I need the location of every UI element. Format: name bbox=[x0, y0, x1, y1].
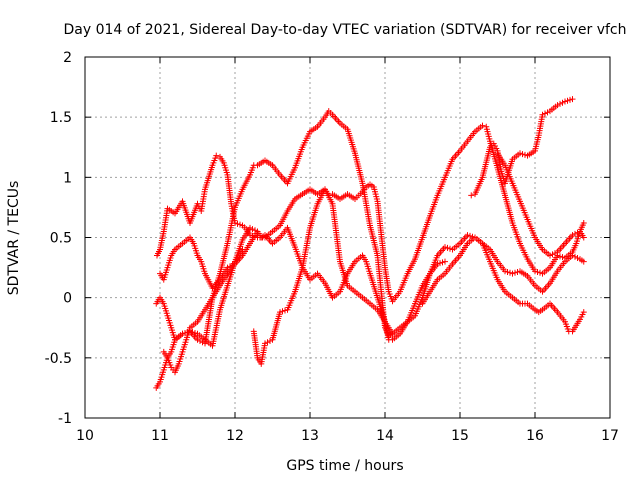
x-tick-label: 17 bbox=[601, 428, 619, 444]
x-tick-label: 11 bbox=[151, 428, 169, 444]
y-tick-label: -1 bbox=[58, 411, 72, 427]
x-tick-label: 14 bbox=[376, 428, 394, 444]
x-tick-label: 13 bbox=[301, 428, 319, 444]
data-point bbox=[580, 258, 587, 265]
axis-labels: 10 11 12 13 14 15 16 17 -1 -0.5 0 0.5 1 1.5 2 bbox=[45, 50, 619, 444]
series-track-5 bbox=[160, 246, 246, 376]
series-track-4 bbox=[157, 228, 261, 292]
y-tick-label: 0.5 bbox=[50, 231, 72, 247]
y-tick-label: 1 bbox=[63, 170, 72, 186]
series-track-8 bbox=[494, 150, 587, 259]
grid-lines bbox=[85, 57, 610, 418]
x-tick-label: 16 bbox=[526, 428, 544, 444]
y-tick-label: 2 bbox=[63, 50, 72, 66]
series-track-6 bbox=[250, 186, 396, 367]
data-point bbox=[569, 96, 576, 103]
data-point bbox=[213, 152, 220, 159]
axis-ticks bbox=[84, 56, 611, 419]
chart-title: Day 014 of 2021, Sidereal Day-to-day VTE… bbox=[63, 22, 626, 38]
y-tick-label: 1.5 bbox=[50, 110, 72, 126]
data-point bbox=[254, 228, 261, 235]
x-axis-label: GPS time / hours bbox=[286, 458, 403, 474]
data-marks bbox=[153, 96, 587, 391]
x-tick-label: 12 bbox=[226, 428, 244, 444]
data-point bbox=[580, 234, 587, 241]
y-axis-label: SDTVAR / TECUs bbox=[6, 181, 22, 296]
series-track-3 bbox=[153, 224, 448, 391]
data-point bbox=[389, 330, 396, 337]
x-tick-label: 15 bbox=[451, 428, 469, 444]
series-track-2 bbox=[153, 108, 587, 347]
data-point bbox=[442, 258, 448, 265]
y-tick-label: 0 bbox=[63, 291, 72, 307]
series-track-9 bbox=[419, 234, 587, 335]
data-point bbox=[580, 309, 587, 316]
series-track-7 bbox=[468, 96, 576, 199]
data-point bbox=[239, 246, 246, 253]
y-tick-label: -0.5 bbox=[45, 351, 72, 367]
x-tick-label: 10 bbox=[76, 428, 94, 444]
data-point bbox=[580, 220, 587, 227]
data-point bbox=[468, 192, 475, 199]
data-point bbox=[479, 122, 486, 129]
